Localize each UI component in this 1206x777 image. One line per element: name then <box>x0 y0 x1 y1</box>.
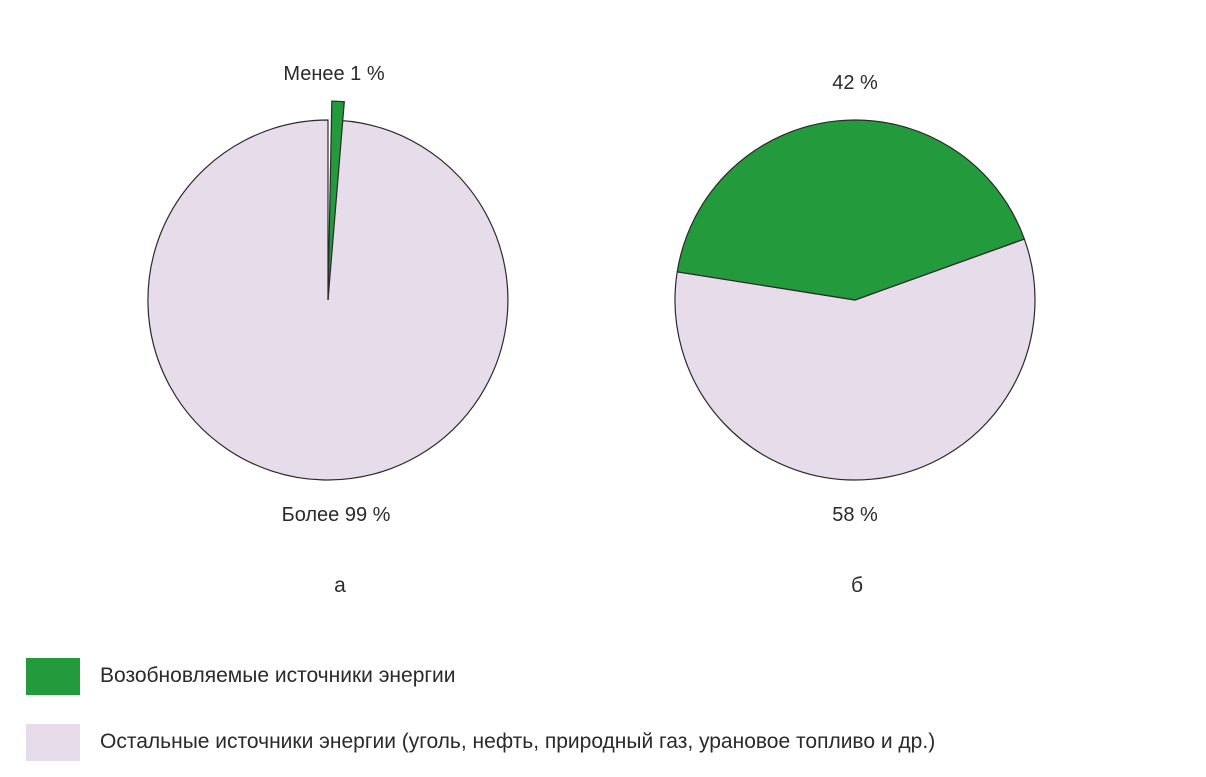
pie-b-panel-letter: б <box>851 574 863 597</box>
legend: Возобновляемые источники энергии Остальн… <box>26 656 1206 762</box>
pie-chart-b: 42 % 58 % б <box>674 72 1036 597</box>
legend-label-other: Остальные источники энергии (уголь, нефт… <box>100 730 936 753</box>
legend-item-renewable: Возобновляемые источники энергии <box>26 656 1206 696</box>
legend-swatch-renewable <box>26 657 80 695</box>
pie-b-slice-renewable <box>676 119 1026 301</box>
pie-chart-a: Менее 1 % Более 99 % а <box>147 63 509 597</box>
pie-a-panel-letter: а <box>334 574 346 597</box>
pie-b-label-other: 58 % <box>832 504 878 526</box>
pie-a-label-renewable: Менее 1 % <box>283 63 385 85</box>
pie-a-slice-renewable <box>327 100 345 301</box>
pie-a-label-other: Более 99 % <box>282 504 391 526</box>
pie-b-label-renewable: 42 % <box>832 72 878 94</box>
legend-item-other: Остальные источники энергии (уголь, нефт… <box>26 722 1206 762</box>
legend-label-renewable: Возобновляемые источники энергии <box>100 664 456 687</box>
pie-b-slice-other <box>674 238 1036 481</box>
legend-swatch-other <box>26 723 80 761</box>
